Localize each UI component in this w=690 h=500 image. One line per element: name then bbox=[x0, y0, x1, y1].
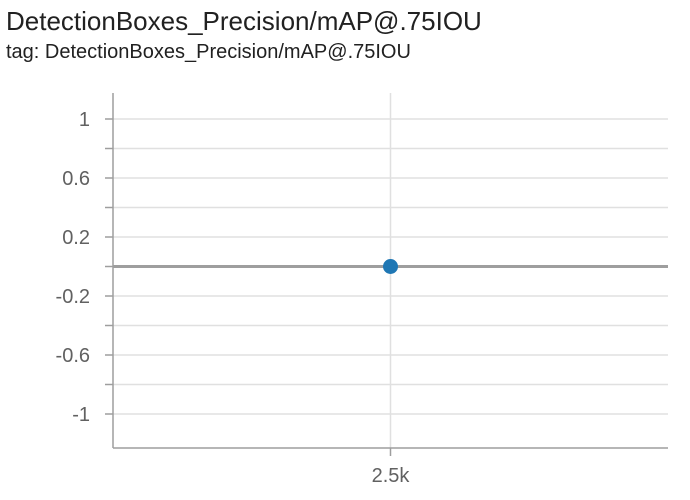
y-tick-label: -0.6 bbox=[56, 345, 90, 367]
y-tick-label: -0.2 bbox=[56, 286, 90, 308]
y-tick-label: 1 bbox=[79, 109, 90, 131]
y-tick-label: -1 bbox=[72, 404, 90, 426]
chart-title: DetectionBoxes_Precision/mAP@.75IOU bbox=[6, 6, 482, 36]
data-point bbox=[383, 259, 398, 274]
chart-tag: tag: DetectionBoxes_Precision/mAP@.75IOU bbox=[6, 41, 411, 63]
series-layer bbox=[113, 259, 668, 274]
y-axis-ticks: 1 0.6 0.2 -0.2 -0.6 -1 bbox=[56, 109, 113, 426]
y-tick-label: 0.2 bbox=[62, 227, 90, 249]
x-axis-ticks: 2.5k bbox=[372, 448, 411, 487]
y-tick-label: 0.6 bbox=[62, 168, 90, 190]
x-tick-label: 2.5k bbox=[372, 465, 411, 487]
